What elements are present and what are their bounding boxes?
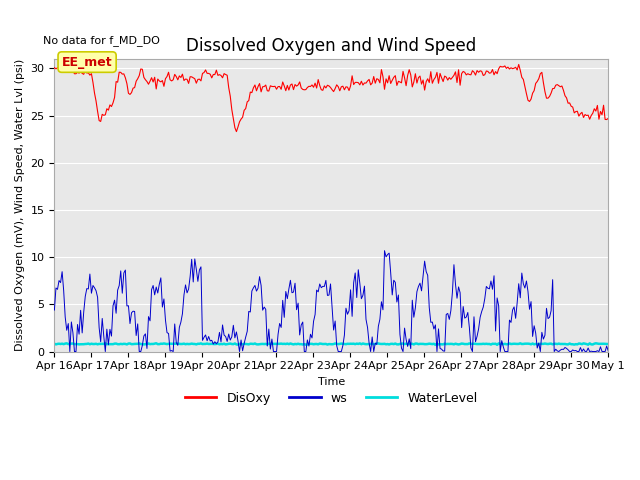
Text: No data for f_MD_DO: No data for f_MD_DO bbox=[44, 36, 160, 47]
Title: Dissolved Oxygen and Wind Speed: Dissolved Oxygen and Wind Speed bbox=[186, 36, 476, 55]
Legend: DisOxy, ws, WaterLevel: DisOxy, ws, WaterLevel bbox=[180, 387, 483, 409]
Y-axis label: Dissolved Oxygen (mV), Wind Speed, Water Lvl (psi): Dissolved Oxygen (mV), Wind Speed, Water… bbox=[15, 59, 25, 351]
Text: EE_met: EE_met bbox=[62, 56, 113, 69]
X-axis label: Time: Time bbox=[317, 377, 345, 387]
